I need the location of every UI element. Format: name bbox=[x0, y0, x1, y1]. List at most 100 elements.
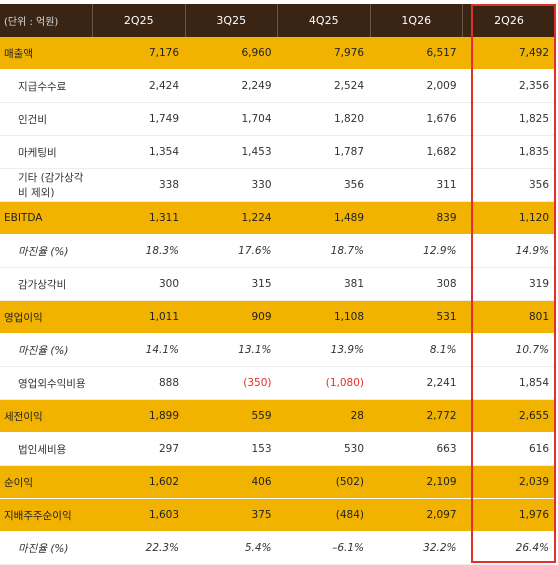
row-label: 마케팅비 bbox=[0, 135, 93, 169]
cell-value: 1,120 bbox=[462, 201, 555, 235]
cell-value: 1,489 bbox=[277, 201, 370, 235]
cell-value: 7,976 bbox=[277, 37, 370, 70]
cell-value: (350) bbox=[185, 366, 278, 400]
cell-value: 2,424 bbox=[92, 69, 185, 103]
cell-value: 18.7% bbox=[277, 234, 370, 268]
cell-value: 888 bbox=[92, 366, 185, 400]
table-row: 매출액 7,176 6,960 7,976 6,517 7,492 bbox=[0, 37, 555, 70]
table-row: 마진율 (%) 22.3% 5.4% –6.1% 32.2% 26.4% bbox=[0, 531, 555, 565]
cell-value: 330 bbox=[185, 168, 278, 202]
table-row: 지급수수료 2,424 2,249 2,524 2,009 2,356 bbox=[0, 69, 555, 103]
header-row: (단위 : 억원) 2Q25 3Q25 4Q25 1Q26 2Q26 bbox=[0, 4, 555, 37]
row-label: 지배주주순이익 bbox=[0, 498, 93, 532]
cell-value: 13.9% bbox=[277, 333, 370, 367]
highlight-box bbox=[471, 4, 556, 563]
cell-value: 153 bbox=[185, 432, 278, 466]
cell-value: 1,787 bbox=[277, 135, 370, 169]
column-header: 4Q25 bbox=[277, 4, 370, 37]
cell-value: 2,655 bbox=[462, 399, 555, 433]
cell-value: 356 bbox=[277, 168, 370, 202]
cell-value: 1,011 bbox=[92, 300, 185, 334]
row-label: 마진율 (%) bbox=[0, 333, 93, 367]
cell-value: 2,109 bbox=[370, 465, 463, 499]
cell-value: 17.6% bbox=[185, 234, 278, 268]
cell-value: 375 bbox=[185, 498, 278, 532]
cell-value: 839 bbox=[370, 201, 463, 235]
column-header: 1Q26 bbox=[369, 4, 463, 37]
table-row: 영업이익 1,011 909 1,108 531 801 bbox=[0, 300, 555, 334]
table-row: 마케팅비 1,354 1,453 1,787 1,682 1,835 bbox=[0, 135, 555, 169]
cell-value: 1,854 bbox=[462, 366, 555, 400]
cell-value: 12.9% bbox=[370, 234, 463, 268]
cell-value: 8.1% bbox=[370, 333, 463, 367]
cell-value: 6,517 bbox=[370, 37, 463, 70]
cell-value: 801 bbox=[462, 300, 555, 334]
column-header: 2Q26 bbox=[462, 4, 555, 37]
cell-value: 1,354 bbox=[92, 135, 185, 169]
cell-value: 338 bbox=[92, 168, 185, 202]
table-row: 법인세비용 297 153 530 663 616 bbox=[0, 432, 555, 466]
row-label: 순이익 bbox=[0, 465, 93, 499]
cell-value: 28 bbox=[277, 399, 370, 433]
cell-value: 2,356 bbox=[462, 69, 555, 103]
cell-value: 2,039 bbox=[462, 465, 555, 499]
column-header: 3Q25 bbox=[184, 4, 278, 37]
cell-value: 32.2% bbox=[370, 531, 463, 565]
cell-value: 22.3% bbox=[92, 531, 185, 565]
cell-value: 300 bbox=[92, 267, 185, 301]
cell-value: 1,704 bbox=[185, 102, 278, 136]
table-row: 기타 (감가상각비 제외) 338 330 356 311 356 bbox=[0, 168, 555, 202]
cell-value: 5.4% bbox=[185, 531, 278, 565]
row-label: 감가상각비 bbox=[0, 267, 93, 301]
cell-value: 297 bbox=[92, 432, 185, 466]
row-label: 영업외수익비용 bbox=[0, 366, 93, 400]
cell-value: 1,820 bbox=[277, 102, 370, 136]
cell-value: 10.7% bbox=[462, 333, 555, 367]
row-label: 지급수수료 bbox=[0, 69, 93, 103]
cell-value: 381 bbox=[277, 267, 370, 301]
cell-value: 1,682 bbox=[370, 135, 463, 169]
table-row: 마진율 (%) 14.1% 13.1% 13.9% 8.1% 10.7% bbox=[0, 333, 555, 367]
cell-value: 7,176 bbox=[92, 37, 185, 70]
cell-value: 1,835 bbox=[462, 135, 555, 169]
cell-value: 26.4% bbox=[462, 531, 555, 565]
cell-value: 2,772 bbox=[370, 399, 463, 433]
financial-table: (단위 : 억원) 2Q25 3Q25 4Q25 1Q26 2Q26 매출액 7,176 6… bbox=[0, 4, 555, 565]
cell-value: 1,676 bbox=[370, 102, 463, 136]
column-header: 2Q25 bbox=[92, 4, 185, 37]
cell-value: (1,080) bbox=[277, 366, 370, 400]
row-label: 기타 (감가상각비 제외) bbox=[0, 168, 93, 202]
cell-value: 1,602 bbox=[92, 465, 185, 499]
cell-value: 18.3% bbox=[92, 234, 185, 268]
table-row: EBITDA 1,311 1,224 1,489 839 1,120 bbox=[0, 201, 555, 235]
cell-value: 356 bbox=[462, 168, 555, 202]
cell-value: (484) bbox=[277, 498, 370, 532]
cell-value: 14.9% bbox=[462, 234, 555, 268]
cell-value: 2,249 bbox=[185, 69, 278, 103]
cell-value: 14.1% bbox=[92, 333, 185, 367]
cell-value: 7,492 bbox=[462, 37, 555, 70]
cell-value: 1,311 bbox=[92, 201, 185, 235]
cell-value: 1,453 bbox=[185, 135, 278, 169]
cell-value: 1,899 bbox=[92, 399, 185, 433]
cell-value: 406 bbox=[185, 465, 278, 499]
table-row: 순이익 1,602 406 (502) 2,109 2,039 bbox=[0, 465, 555, 499]
cell-value: 559 bbox=[185, 399, 278, 433]
cell-value: 1,108 bbox=[277, 300, 370, 334]
table-row: 세전이익 1,899 559 28 2,772 2,655 bbox=[0, 399, 555, 433]
cell-value: 2,097 bbox=[370, 498, 463, 532]
cell-value: 909 bbox=[185, 300, 278, 334]
table-row: 마진율 (%) 18.3% 17.6% 18.7% 12.9% 14.9% bbox=[0, 234, 555, 268]
table-row: 감가상각비 300 315 381 308 319 bbox=[0, 267, 555, 301]
cell-value: 2,524 bbox=[277, 69, 370, 103]
row-label: 마진율 (%) bbox=[0, 531, 93, 565]
cell-value: 319 bbox=[462, 267, 555, 301]
cell-value: 1,825 bbox=[462, 102, 555, 136]
cell-value: 531 bbox=[370, 300, 463, 334]
row-label: EBITDA bbox=[0, 201, 93, 235]
cell-value: (502) bbox=[277, 465, 370, 499]
cell-value: 663 bbox=[370, 432, 463, 466]
cell-value: 2,241 bbox=[370, 366, 463, 400]
cell-value: 2,009 bbox=[370, 69, 463, 103]
